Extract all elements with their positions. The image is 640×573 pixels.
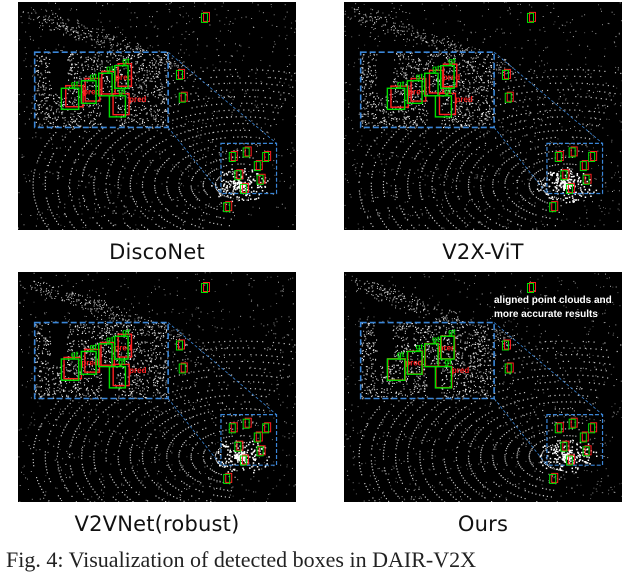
gt-label: gt <box>444 358 452 367</box>
caption-ours: Ours <box>344 512 622 536</box>
pred-label: pred <box>129 95 146 104</box>
caption-disconet: DiscoNet <box>18 240 296 264</box>
gt-label: gt <box>448 57 456 66</box>
zoom-connector <box>494 399 547 466</box>
zoom-connector <box>494 52 602 143</box>
gt-label: gt <box>397 79 405 88</box>
gt-label: gt <box>118 358 126 367</box>
caption-v2x-vit: V2X-ViT <box>344 240 622 264</box>
pred-label: pred <box>114 344 131 353</box>
annotation-text: aligned point clouds and more accurate r… <box>494 294 618 322</box>
gt-label: gt <box>89 72 97 81</box>
zoom-connector <box>168 399 221 466</box>
caption-v2vnet-robust: V2VNet(robust) <box>18 512 296 536</box>
pred-label: pred <box>129 366 146 375</box>
gt-label: gt <box>432 64 440 73</box>
gt-label: gt <box>106 64 114 73</box>
gt-label: gt <box>432 335 440 344</box>
gt-label: gt <box>444 87 452 96</box>
gt-label: gt <box>415 342 423 351</box>
gt-label: gt <box>122 57 130 66</box>
gt-label: gt <box>71 350 79 359</box>
gt-label: gt <box>106 335 114 344</box>
pred-label: pred <box>452 366 469 375</box>
gt-label: gt <box>448 327 456 336</box>
pred-label: pred <box>443 73 460 82</box>
zoom-connector <box>168 127 221 193</box>
gt-label: gt <box>71 79 79 88</box>
gt-label: gt <box>122 327 130 336</box>
gt-label: gt <box>89 342 97 351</box>
zoom-connector <box>494 127 547 193</box>
gt-label: gt <box>118 87 126 96</box>
zoom-connector <box>168 52 276 143</box>
gt-label: gt <box>397 350 405 359</box>
figure-caption: Fig. 4: Visualization of detected boxes … <box>6 547 640 573</box>
pred-label: pred <box>455 95 472 104</box>
gt-label: gt <box>415 72 423 81</box>
